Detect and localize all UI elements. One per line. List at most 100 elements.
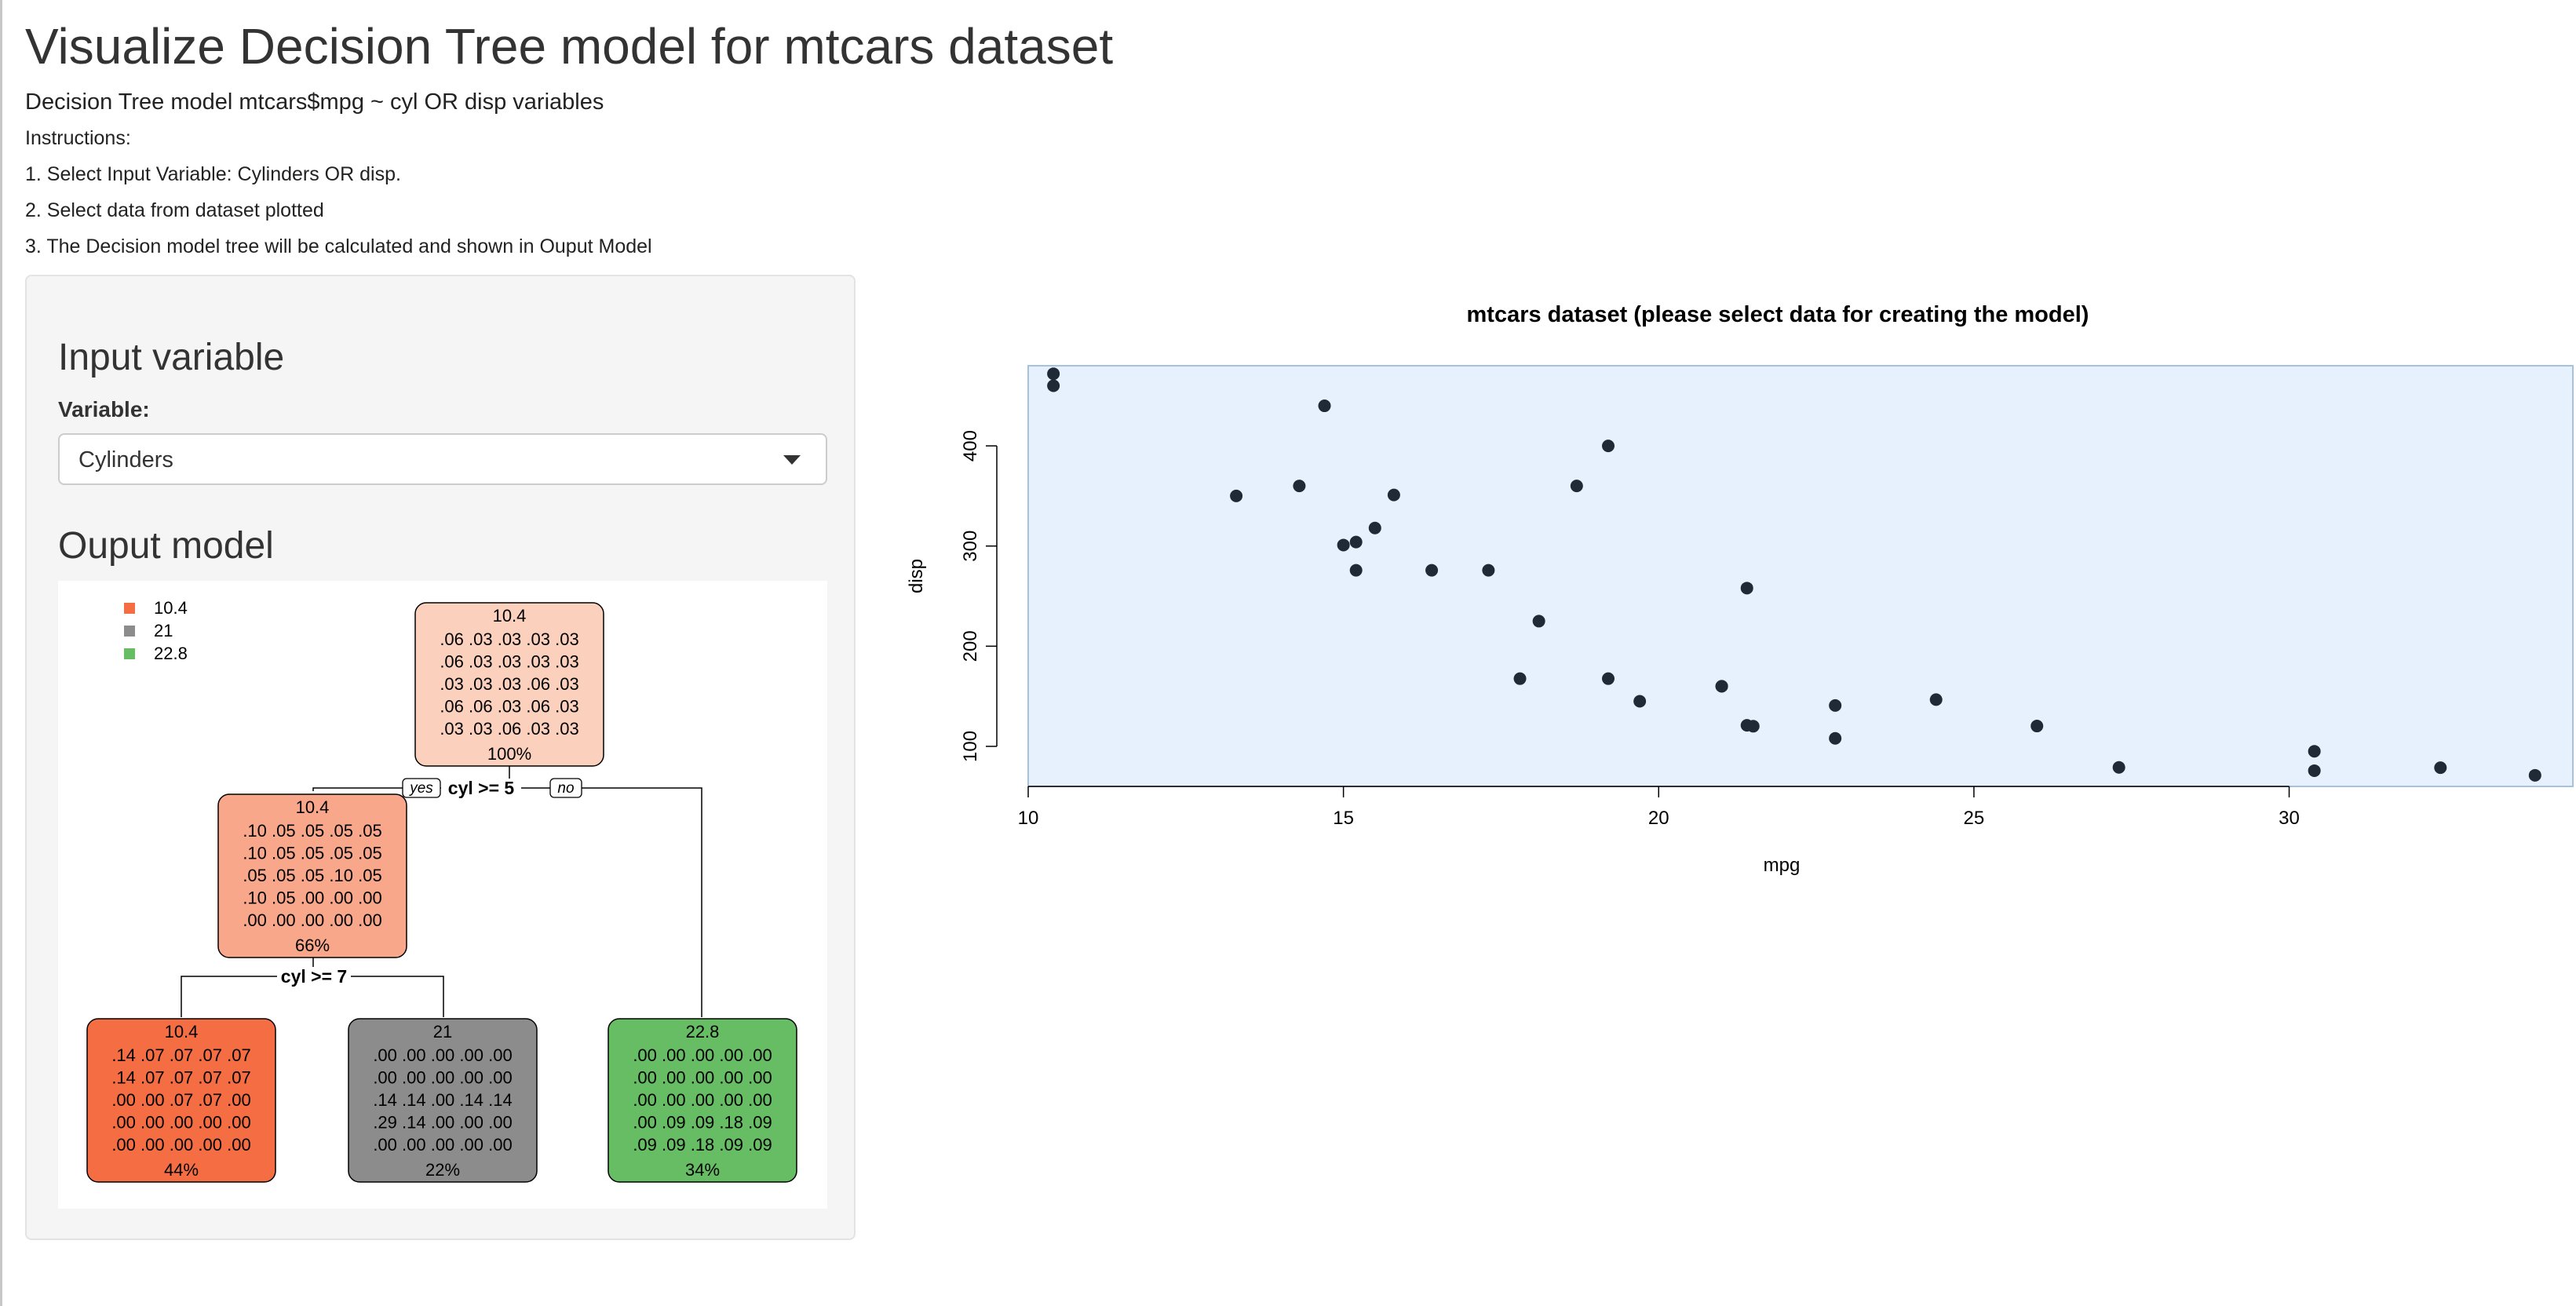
node-prob-row: .06 .06 .03 .06 .03 [440, 697, 578, 717]
node-prob-row: .00 .00 .00 .00 .00 [111, 1135, 250, 1155]
data-point [2434, 761, 2447, 775]
node-prob-row: .06 .03 .03 .03 .03 [440, 629, 578, 649]
variable-select-value: Cylinders [78, 447, 173, 472]
data-point [2308, 745, 2321, 758]
legend-swatch-3 [124, 648, 135, 659]
data-point [1740, 582, 1753, 595]
data-point [1337, 538, 1350, 552]
scatter-plot-container[interactable]: mtcars dataset (please select data for c… [895, 298, 2576, 910]
node-percent: 100% [487, 744, 531, 764]
instructions-heading: Instructions: [25, 127, 131, 149]
node-prob-row: .05 .05 .05 .10 .05 [243, 866, 381, 885]
variable-select[interactable]: Cylinders [58, 433, 827, 485]
node-label: 21 [433, 1022, 452, 1042]
node-label: 10.4 [296, 797, 330, 817]
node-prob-row: .10 .05 .05 .05 .05 [243, 844, 381, 863]
y-tick-label: 400 [960, 430, 981, 461]
node-prob-row: .29 .14 .00 .00 .00 [373, 1113, 512, 1133]
chart-title: mtcars dataset (please select data for c… [1467, 302, 2089, 327]
y-tick-label: 200 [960, 630, 981, 662]
node-box [608, 1018, 797, 1183]
node-prob-row: .00 .00 .00 .00 .00 [111, 1113, 250, 1133]
data-point [1425, 564, 1439, 577]
node-prob-row: .00 .00 .00 .00 .00 [373, 1045, 512, 1065]
y-tick-label: 300 [960, 531, 981, 562]
no-label: no [557, 780, 574, 797]
tree-node-leaf-22-8: 22.8.00 .00 .00 .00 .00.00 .00 .00 .00 .… [608, 1018, 797, 1183]
node-prob-row: .03 .03 .03 .06 .03 [440, 674, 578, 694]
tree-node-root: 10.4 .06 .03 .03 .03 .03 .06 .03 .03 .03 .… [414, 602, 604, 767]
data-point [2031, 720, 2044, 733]
data-point [1715, 680, 1728, 693]
node-prob-row: .14 .14 .00 .14 .14 [373, 1090, 512, 1110]
instruction-step-1: 1. Select Input Variable: Cylinders OR d… [25, 163, 401, 185]
node-prob-row: .00 .09 .09 .18 .09 [633, 1113, 772, 1133]
node-prob-row: .14 .07 .07 .07 .07 [111, 1045, 250, 1065]
node-box [348, 1018, 538, 1183]
data-point [1349, 564, 1363, 577]
data-point [1633, 695, 1647, 708]
x-tick-label: 25 [1964, 808, 1985, 829]
data-point [1602, 440, 1615, 453]
node-percent: 66% [295, 936, 330, 955]
no-badge [549, 778, 582, 798]
node-prob-row: .00 .00 .07 .07 .00 [111, 1090, 250, 1110]
data-point [2308, 764, 2321, 777]
data-point [1387, 488, 1400, 502]
x-tick-label: 20 [1648, 808, 1669, 829]
tree-node-leaf-21: 21 .00 .00 .00 .00 .00 .00 .00 .00 .00 .00… [348, 1018, 538, 1183]
page-subtitle: Decision Tree model mtcars$mpg ~ cyl OR … [25, 89, 604, 115]
node-prob-row: .10 .05 .00 .00 .00 [243, 888, 381, 908]
edge-root-right [443, 787, 702, 1017]
data-point [1368, 521, 1381, 534]
yes-label: yes [408, 780, 433, 797]
instruction-step-2: 2. Select data from dataset plotted [25, 199, 324, 221]
data-point [2528, 768, 2541, 782]
legend-label-2: 21 [154, 621, 173, 640]
node-prob-row: .03 .03 .06 .03 .03 [440, 719, 578, 739]
data-point [1602, 672, 1615, 685]
legend-swatch-1 [124, 603, 135, 614]
tree-legend: 10.4 21 22.8 [124, 598, 188, 663]
variable-label: Variable: [58, 397, 150, 421]
node-box [217, 793, 407, 958]
split-left: cyl >= 7 [277, 966, 351, 987]
sidebar-panel: Input variable Variable: Cylinders Ouput… [25, 275, 856, 1240]
data-point [1929, 693, 1943, 706]
yes-badge [402, 778, 441, 798]
split-root-label: cyl >= 5 [448, 778, 515, 798]
window-left-edge [0, 0, 2, 1306]
node-prob-row: .00 .00 .00 .00 .00 [243, 910, 381, 930]
node-box [414, 602, 604, 767]
data-point [1482, 564, 1495, 577]
node-prob-row: .00 .00 .00 .00 .00 [633, 1045, 772, 1065]
split-root-bg [441, 779, 521, 797]
legend-label-3: 22.8 [154, 644, 188, 663]
data-point [1829, 731, 1842, 745]
x-tick-label: 15 [1333, 808, 1354, 829]
node-prob-row: .00 .00 .00 .00 .00 [633, 1090, 772, 1110]
node-label: 22.8 [686, 1022, 720, 1042]
split-left-label: cyl >= 7 [281, 966, 347, 987]
chevron-down-icon [783, 455, 801, 465]
y-axis-label: disp [906, 559, 927, 593]
output-model-heading: Ouput model [58, 525, 274, 567]
scatter-plot[interactable]: mtcars dataset (please select data for c… [895, 298, 2576, 910]
node-prob-row: .00 .00 .00 .00 .00 [633, 1068, 772, 1088]
node-label: 10.4 [493, 606, 527, 626]
plot-area[interactable] [1027, 365, 2574, 787]
data-point [1532, 615, 1545, 628]
data-point [1047, 379, 1060, 392]
y-tick-label: 100 [960, 731, 981, 762]
node-prob-row: .09 .09 .18 .09 .09 [633, 1135, 772, 1155]
data-point [1230, 489, 1243, 502]
instruction-step-3: 3. The Decision model tree will be calcu… [25, 235, 652, 257]
node-prob-row: .00 .00 .00 .00 .00 [373, 1068, 512, 1088]
data-point [1318, 399, 1331, 413]
edge-root-left [312, 787, 443, 791]
data-point [1740, 719, 1753, 732]
tree-node-leaf-10-4: 10.4 .14 .07 .07 .07 .07 .14 .07 .07 .07 .… [86, 1018, 276, 1183]
data-point [1829, 699, 1842, 712]
x-axis-label: mpg [1764, 855, 1801, 876]
node-box [86, 1018, 276, 1183]
